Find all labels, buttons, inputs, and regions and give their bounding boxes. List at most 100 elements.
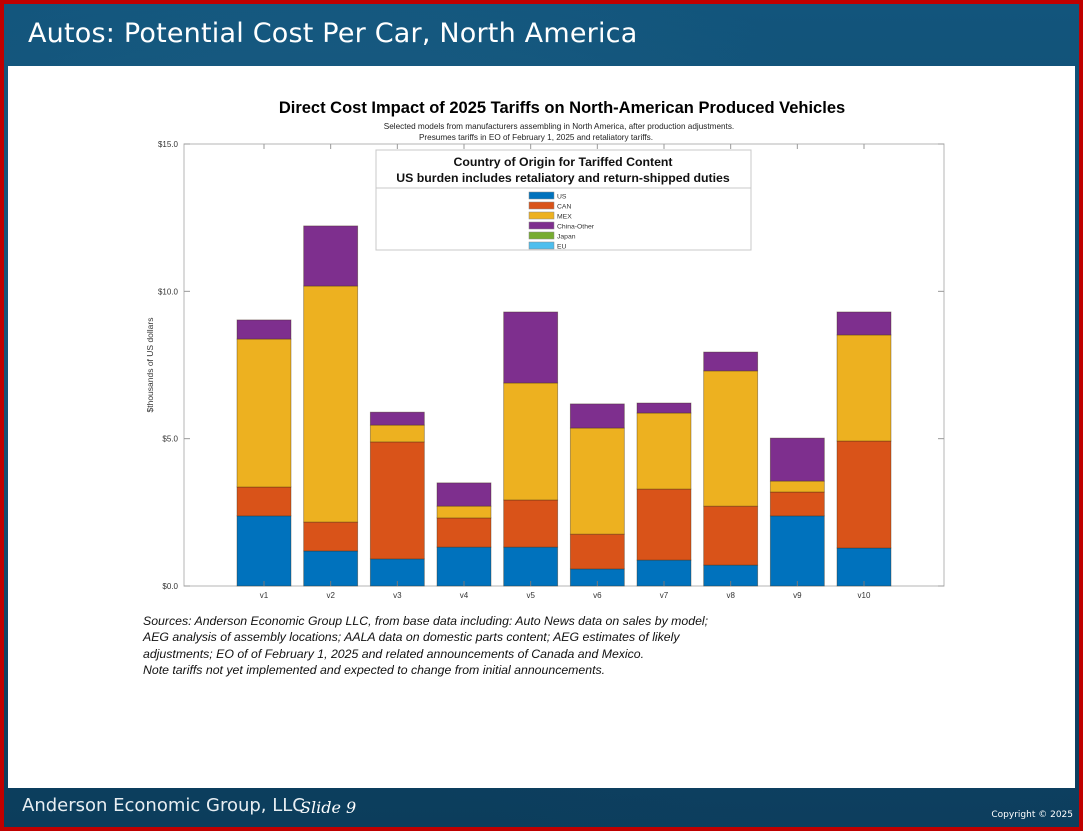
bar-segment-china-other — [503, 311, 559, 384]
bar-segment-us — [236, 515, 292, 587]
legend-item-eu: EU — [528, 241, 567, 251]
bar-stack-v6 — [569, 403, 625, 587]
bar-segment-china-other — [636, 402, 692, 414]
x-tick-label: v4 — [460, 591, 469, 600]
x-tick-label: v2 — [326, 591, 335, 600]
y-tick-label: $5.0 — [162, 435, 178, 444]
sources-note: Sources: Anderson Economic Group LLC, fr… — [143, 613, 823, 679]
bar-stack-v10 — [836, 311, 892, 587]
legend-items: US CAN MEX China-Other Japan EU — [528, 191, 595, 251]
bar-stack-v4 — [436, 482, 492, 587]
sources-line: adjustments; EO of of February 1, 2025 a… — [143, 646, 645, 661]
footer-organization: Anderson Economic Group, LLC — [22, 795, 305, 816]
bar-segment-china-other — [836, 311, 892, 336]
x-tick-label: v8 — [726, 591, 735, 600]
legend-box — [375, 149, 752, 251]
legend-title-line-1: Country of Origin for Tariffed Content — [453, 155, 672, 169]
legend-label: MEX — [557, 214, 572, 221]
legend-label: US — [557, 194, 567, 201]
bar-segment-us — [503, 546, 559, 587]
bar-segment-can — [303, 521, 359, 552]
x-tick-label: v1 — [260, 591, 269, 600]
bar-segment-china-other — [769, 437, 825, 482]
y-tick-label: $0.0 — [162, 582, 178, 591]
sources-line: Sources: Anderson Economic Group LLC, fr… — [143, 614, 709, 628]
bar-segment-china-other — [236, 319, 292, 340]
legend-item-us: US — [528, 191, 567, 201]
bar-segment-mex — [436, 505, 492, 519]
y-tick-label: $10.0 — [158, 287, 179, 296]
legend-item-can: CAN — [528, 201, 571, 211]
bar-segment-us — [303, 550, 359, 587]
x-tick-label: v5 — [526, 591, 535, 600]
bar-stack-v3 — [369, 411, 425, 587]
legend-swatch — [528, 241, 555, 250]
x-tick-labels: v1 v2 v3 v4 v5 v6 v7 v8 v9 v10 — [260, 144, 871, 600]
bar-stack-v5 — [503, 311, 559, 587]
legend-label: Japan — [557, 234, 576, 241]
legend-label: China-Other — [557, 224, 595, 231]
bar-stack-v2 — [303, 225, 359, 587]
bar-segment-mex — [769, 480, 825, 493]
bar-segment-china-other — [303, 225, 359, 287]
legend-swatch — [528, 231, 555, 240]
bar-segment-mex — [369, 424, 425, 443]
y-tick-label: $15.0 — [158, 140, 179, 149]
sources-line: AEG analysis of assembly locations; AALA… — [143, 630, 680, 645]
bar-segment-can — [636, 488, 692, 561]
bar-stack-v9 — [769, 437, 825, 587]
bar-segment-can — [436, 517, 492, 548]
legend-title-line-2: US burden includes retaliatory and retur… — [396, 171, 730, 185]
bar-segment-mex — [303, 285, 359, 523]
chart-subtitle-line-1: Selected models from manufacturers assem… — [384, 122, 734, 131]
bar-segment-china-other — [369, 411, 425, 426]
legend-item-japan: Japan — [528, 231, 576, 241]
x-tick-label: v7 — [660, 591, 669, 600]
sources-line: Note tariffs not yet implemented and exp… — [143, 663, 606, 678]
bar-segment-mex — [236, 338, 292, 488]
bar-stack-v1 — [236, 319, 292, 587]
axes — [183, 143, 945, 587]
plot-area-frame — [183, 143, 945, 587]
bar-segment-china-other — [703, 351, 759, 372]
bars — [236, 225, 892, 587]
copyright: Copyright © 2025 — [991, 810, 1073, 820]
bar-segment-china-other — [436, 482, 492, 507]
legend-label: CAN — [557, 204, 571, 211]
bar-segment-can — [569, 533, 625, 570]
bar-stack-v7 — [636, 402, 692, 587]
bar-segment-can — [836, 440, 892, 549]
y-tick-labels: $0.0 $5.0 $10.0 $15.0 — [158, 140, 944, 591]
legend-item-china-other: China-Other — [528, 221, 595, 231]
legend: Country of Origin for Tariffed Content U… — [375, 149, 752, 251]
bar-segment-can — [369, 441, 425, 560]
legend-swatch — [528, 211, 555, 220]
y-axis-label: $thousands of US dollars — [145, 318, 155, 413]
bar-segment-china-other — [569, 403, 625, 429]
x-tick-label: v6 — [593, 591, 602, 600]
chart-title: Direct Cost Impact of 2025 Tariffs on No… — [279, 99, 845, 117]
bar-segment-mex — [636, 412, 692, 490]
x-tick-label: v3 — [393, 591, 402, 600]
legend-item-mex: MEX — [528, 211, 572, 221]
legend-swatch — [528, 191, 555, 200]
x-tick-label: v10 — [858, 591, 871, 600]
bar-segment-can — [703, 505, 759, 566]
slide-number: Slide 9 — [300, 798, 357, 817]
slide-title: Autos: Potential Cost Per Car, North Ame… — [28, 18, 638, 49]
bar-segment-mex — [836, 334, 892, 442]
bar-segment-can — [769, 491, 825, 517]
bar-segment-mex — [503, 382, 559, 501]
bar-segment-mex — [569, 427, 625, 535]
bar-segment-us — [836, 547, 892, 587]
chart-subtitle-line-2: Presumes tariffs in EO of February 1, 20… — [419, 133, 653, 142]
bar-segment-can — [503, 499, 559, 548]
bar-segment-us — [769, 515, 825, 587]
legend-label: EU — [557, 244, 567, 251]
legend-swatch — [528, 201, 555, 210]
bar-segment-mex — [703, 370, 759, 507]
title-bar: Autos: Potential Cost Per Car, North Ame… — [4, 4, 1079, 66]
x-tick-label: v9 — [793, 591, 802, 600]
footer-bar: Anderson Economic Group, LLC Slide 9 Cop… — [4, 788, 1079, 827]
